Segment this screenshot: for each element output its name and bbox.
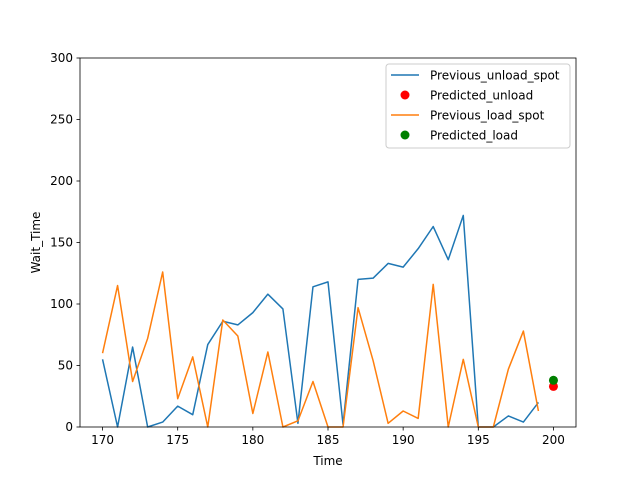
x-tick-label: 190 <box>392 433 415 447</box>
y-tick-label: 250 <box>50 113 73 127</box>
x-tick-label: 185 <box>317 433 340 447</box>
y-axis: 0 50 100 150 200 250 300 <box>50 51 80 434</box>
y-tick-label: 150 <box>50 236 73 250</box>
y-tick-label: 100 <box>50 297 73 311</box>
x-axis-label: Time <box>312 454 342 468</box>
series-layer <box>101 214 558 428</box>
y-tick-label: 200 <box>50 174 73 188</box>
legend-label: Predicted_load <box>430 129 518 143</box>
legend-swatch <box>400 130 410 140</box>
series-line-previous-unload-spot <box>101 214 540 428</box>
x-tick-label: 195 <box>467 433 490 447</box>
series-point-predicted-unload <box>548 381 558 391</box>
legend-label: Predicted_unload <box>430 89 533 103</box>
legend: Previous_unload_spot Predicted_unload Prev… <box>385 63 571 149</box>
x-tick-label: 200 <box>542 433 565 447</box>
legend-frame <box>385 63 571 149</box>
series-point-predicted-load <box>548 375 558 385</box>
y-axis-label: Wait_Time <box>29 212 43 274</box>
y-tick-label: 0 <box>65 420 73 434</box>
x-tick-label: 170 <box>91 433 114 447</box>
x-axis: 170 175 180 185 190 195 200 <box>91 427 565 447</box>
legend-label: Previous_unload_spot <box>430 69 560 83</box>
legend-label: Previous_load_spot <box>430 109 545 123</box>
series-line-previous-load-spot <box>101 271 540 428</box>
y-tick-label: 300 <box>50 51 73 65</box>
x-tick-label: 175 <box>166 433 189 447</box>
x-tick-label: 180 <box>241 433 264 447</box>
y-tick-label: 50 <box>58 359 73 373</box>
legend-swatch <box>400 90 410 100</box>
